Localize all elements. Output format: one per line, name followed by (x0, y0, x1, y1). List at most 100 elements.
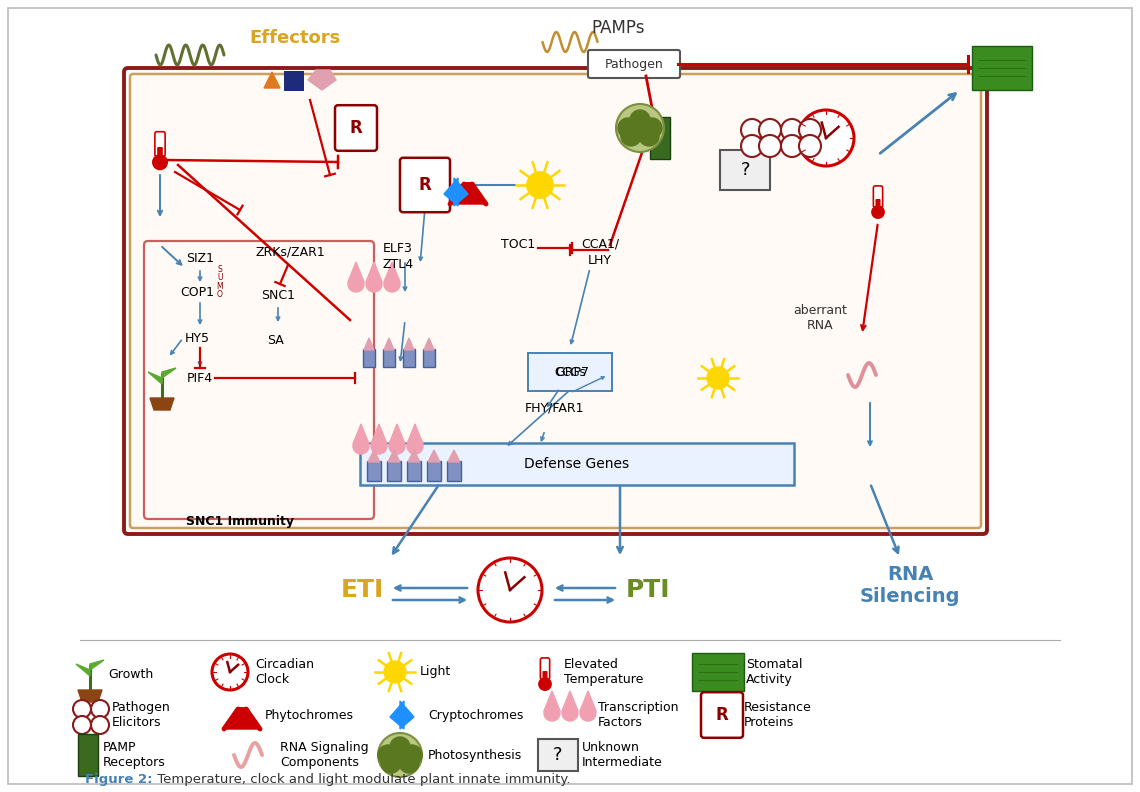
Circle shape (384, 661, 406, 683)
Text: PIF4: PIF4 (187, 371, 213, 384)
Text: Resistance
Proteins: Resistance Proteins (744, 701, 812, 729)
Text: Cryptochromes: Cryptochromes (428, 709, 523, 722)
FancyBboxPatch shape (873, 186, 882, 208)
Circle shape (212, 654, 249, 690)
Text: HY5: HY5 (185, 332, 210, 345)
Circle shape (384, 276, 400, 292)
Circle shape (390, 737, 410, 757)
FancyBboxPatch shape (335, 105, 377, 150)
Circle shape (781, 119, 803, 141)
FancyBboxPatch shape (692, 653, 744, 691)
FancyBboxPatch shape (876, 199, 880, 209)
Polygon shape (76, 664, 90, 676)
Text: ETI: ETI (341, 578, 384, 602)
Text: GRP7: GRP7 (555, 365, 589, 379)
Circle shape (478, 558, 542, 622)
Circle shape (378, 745, 398, 765)
Text: SNC1 Immunity: SNC1 Immunity (186, 516, 294, 528)
Text: Effectors: Effectors (250, 29, 341, 47)
Circle shape (73, 716, 91, 734)
FancyBboxPatch shape (540, 658, 549, 680)
Circle shape (759, 119, 781, 141)
Circle shape (353, 438, 369, 454)
Circle shape (407, 438, 423, 454)
Polygon shape (148, 372, 162, 384)
Polygon shape (443, 178, 458, 206)
Circle shape (799, 135, 821, 157)
Text: Circadian
Clock: Circadian Clock (255, 658, 314, 686)
FancyBboxPatch shape (428, 461, 441, 481)
Text: LHY: LHY (588, 253, 612, 266)
Circle shape (799, 119, 821, 141)
Text: Phytochromes: Phytochromes (264, 709, 355, 722)
Circle shape (527, 172, 553, 198)
Text: COP1: COP1 (180, 285, 214, 299)
Circle shape (389, 438, 405, 454)
FancyBboxPatch shape (386, 461, 401, 481)
Polygon shape (562, 691, 578, 711)
Text: TOC1: TOC1 (500, 238, 535, 250)
FancyBboxPatch shape (720, 150, 770, 190)
Text: SNC1: SNC1 (261, 288, 295, 302)
Circle shape (642, 118, 662, 138)
FancyBboxPatch shape (701, 692, 743, 738)
Polygon shape (150, 398, 174, 410)
Text: RNA
Silencing: RNA Silencing (860, 565, 960, 606)
Polygon shape (368, 450, 380, 462)
Polygon shape (448, 450, 461, 462)
Text: R: R (716, 706, 728, 724)
Text: CCA1/: CCA1/ (581, 238, 619, 250)
Circle shape (640, 126, 659, 146)
Text: SA: SA (267, 333, 284, 347)
Polygon shape (366, 262, 382, 282)
Polygon shape (384, 262, 400, 282)
Text: Stomatal
Activity: Stomatal Activity (746, 658, 803, 686)
Text: Temperature, clock and light modulate plant innate immunity.: Temperature, clock and light modulate pl… (153, 774, 570, 786)
FancyBboxPatch shape (972, 47, 1032, 89)
Polygon shape (388, 450, 400, 462)
Circle shape (872, 206, 885, 219)
Text: PAMP
Receptors: PAMP Receptors (103, 741, 165, 769)
FancyBboxPatch shape (588, 50, 679, 78)
Text: R: R (350, 119, 363, 137)
FancyBboxPatch shape (407, 461, 421, 481)
FancyBboxPatch shape (404, 349, 415, 367)
Circle shape (390, 745, 410, 765)
Text: ELF3: ELF3 (383, 242, 413, 254)
Polygon shape (162, 368, 176, 378)
Circle shape (370, 438, 386, 454)
Circle shape (781, 135, 803, 157)
Circle shape (616, 104, 663, 152)
Text: ZTL4: ZTL4 (382, 258, 414, 272)
Text: ?: ? (740, 161, 750, 179)
Text: PAMPs: PAMPs (592, 19, 645, 37)
Polygon shape (580, 691, 596, 711)
Polygon shape (450, 184, 486, 204)
Polygon shape (90, 660, 104, 670)
Text: CCGs: CCGs (554, 365, 586, 379)
FancyBboxPatch shape (383, 349, 394, 367)
Circle shape (153, 155, 168, 169)
Text: RNA Signaling
Components: RNA Signaling Components (280, 741, 368, 769)
FancyBboxPatch shape (124, 68, 987, 534)
Polygon shape (364, 338, 374, 350)
Circle shape (91, 700, 109, 718)
Polygon shape (408, 450, 420, 462)
Circle shape (399, 753, 420, 773)
FancyBboxPatch shape (400, 158, 450, 212)
FancyBboxPatch shape (360, 443, 793, 485)
Polygon shape (407, 424, 423, 444)
Text: U: U (218, 273, 222, 283)
Circle shape (73, 700, 91, 718)
Circle shape (348, 276, 364, 292)
Polygon shape (353, 424, 369, 444)
Circle shape (580, 705, 596, 721)
Circle shape (707, 367, 728, 389)
Text: Growth: Growth (108, 668, 153, 680)
Circle shape (621, 126, 641, 146)
Circle shape (741, 135, 763, 157)
Circle shape (759, 135, 781, 157)
Circle shape (618, 118, 638, 138)
FancyBboxPatch shape (543, 671, 547, 680)
FancyBboxPatch shape (423, 349, 435, 367)
